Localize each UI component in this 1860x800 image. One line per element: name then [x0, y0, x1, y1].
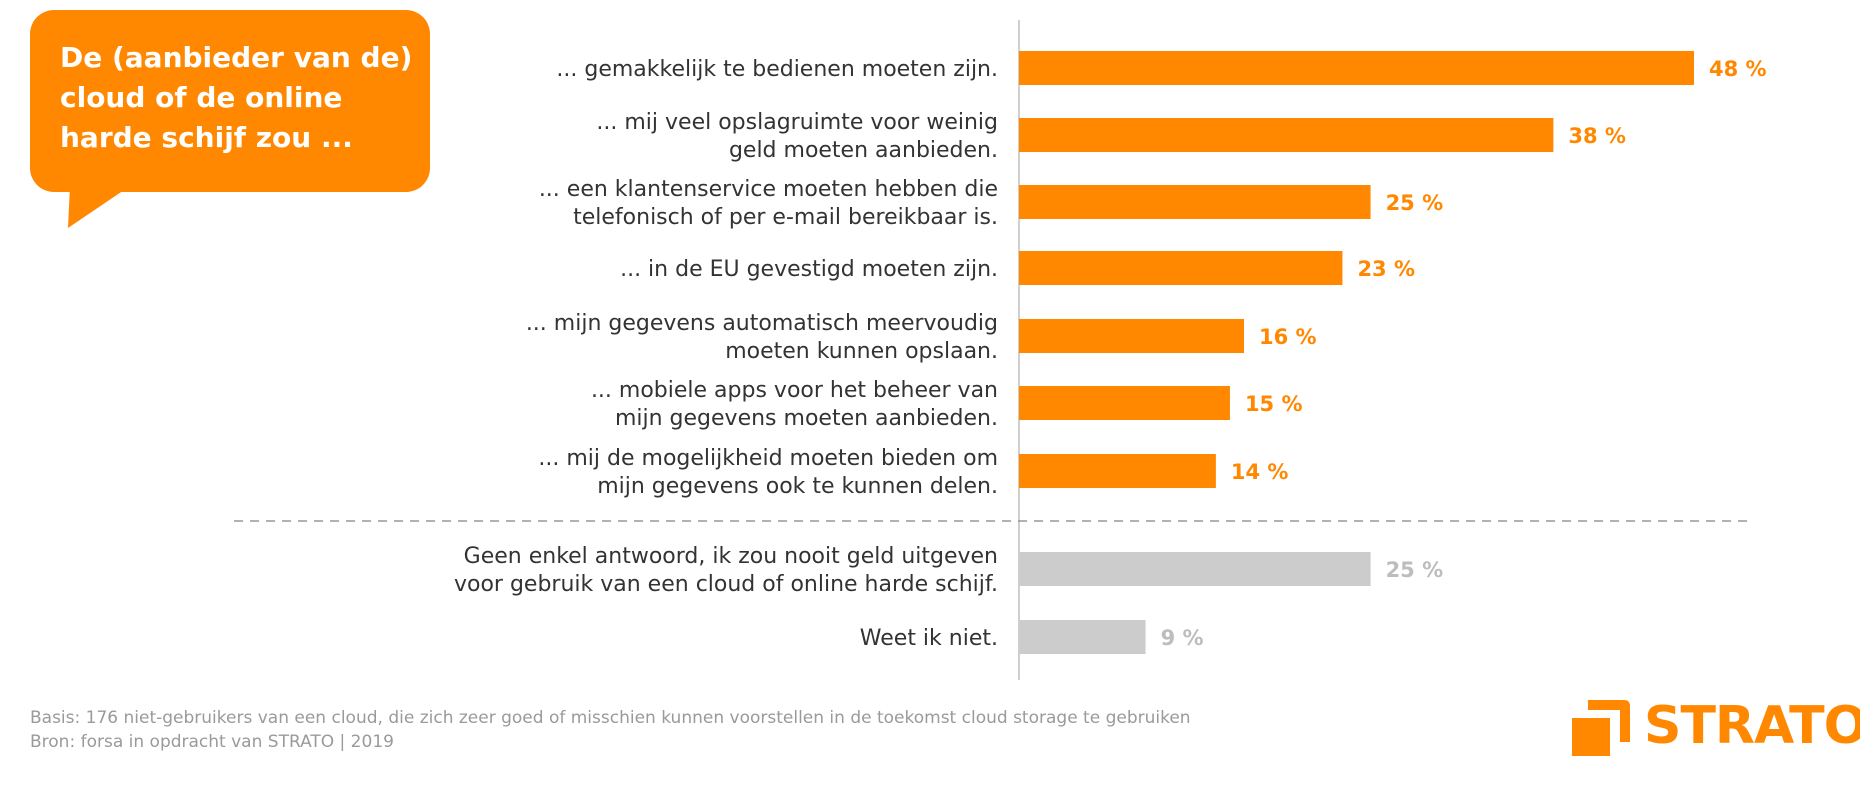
category-label-6-line-1: mijn gegevens ook te kunnen delen. — [597, 474, 998, 499]
value-label-2: 25 % — [1386, 191, 1444, 215]
chart-title: De (aanbieder van de) cloud of de online… — [60, 38, 420, 158]
title-line-1: De (aanbieder van de) — [60, 41, 413, 74]
value-label-6: 14 % — [1231, 460, 1289, 484]
title-line-3: harde schijf zou ... — [60, 121, 353, 154]
category-label-6-line-0: ... mij de mogelijkheid moeten bieden om — [538, 446, 998, 471]
value-label-4: 16 % — [1259, 325, 1317, 349]
category-label-7-line-1: voor gebruik van een cloud of online har… — [454, 572, 998, 597]
value-label-3: 23 % — [1357, 257, 1415, 281]
category-label-0-line-0: ... gemakkelijk te bedienen moeten zijn. — [556, 57, 998, 82]
value-label-1: 38 % — [1568, 124, 1626, 148]
category-label-5-line-1: mijn gegevens moeten aanbieden. — [615, 406, 998, 431]
bar-0 — [1019, 51, 1694, 85]
bar-3 — [1019, 251, 1343, 285]
bar-4 — [1019, 319, 1244, 353]
bar-8 — [1019, 620, 1146, 654]
category-label-7-line-0: Geen enkel antwoord, ik zou nooit geld u… — [464, 544, 998, 569]
bar-6 — [1019, 454, 1216, 488]
bar-2 — [1019, 185, 1371, 219]
value-label-7: 25 % — [1386, 558, 1444, 582]
category-label-4-line-0: ... mijn gegevens automatisch meervoudig — [526, 311, 998, 336]
footer-basis-note: Basis: 176 niet-gebruikers van een cloud… — [30, 708, 1191, 728]
category-label-2-line-1: telefonisch of per e-mail bereikbaar is. — [573, 205, 998, 230]
category-label-2-line-0: ... een klantenservice moeten hebben die — [539, 177, 998, 202]
category-label-5-line-0: ... mobiele apps voor het beheer van — [591, 378, 998, 403]
bar-7 — [1019, 552, 1371, 586]
bar-1 — [1019, 118, 1554, 152]
bubble-body — [30, 10, 430, 192]
category-label-1-line-1: geld moeten aanbieden. — [729, 138, 998, 163]
strato-logo-icon — [1572, 700, 1630, 756]
strato-logo: STRATO — [1572, 694, 1860, 758]
category-label-4-line-1: moeten kunnen opslaan. — [725, 339, 998, 364]
bars-group: 48 % ... gemakkelijk te bedienen moeten z… — [454, 51, 1767, 654]
title-speech-bubble — [30, 10, 430, 228]
title-line-2: cloud of de online — [60, 81, 343, 114]
strato-logo-text: STRATO — [1644, 696, 1860, 756]
value-label-5: 15 % — [1245, 392, 1303, 416]
value-label-0: 48 % — [1709, 57, 1767, 81]
category-label-3-line-0: ... in de EU gevestigd moeten zijn. — [620, 257, 998, 282]
footer-source-note: Bron: forsa in opdracht van STRATO | 201… — [30, 732, 394, 752]
bar-5 — [1019, 386, 1230, 420]
category-label-8-line-0: Weet ik niet. — [860, 626, 998, 651]
bubble-tail — [68, 186, 130, 228]
category-label-1-line-0: ... mij veel opslagruimte voor weinig — [596, 110, 998, 135]
value-label-8: 9 % — [1161, 626, 1204, 650]
